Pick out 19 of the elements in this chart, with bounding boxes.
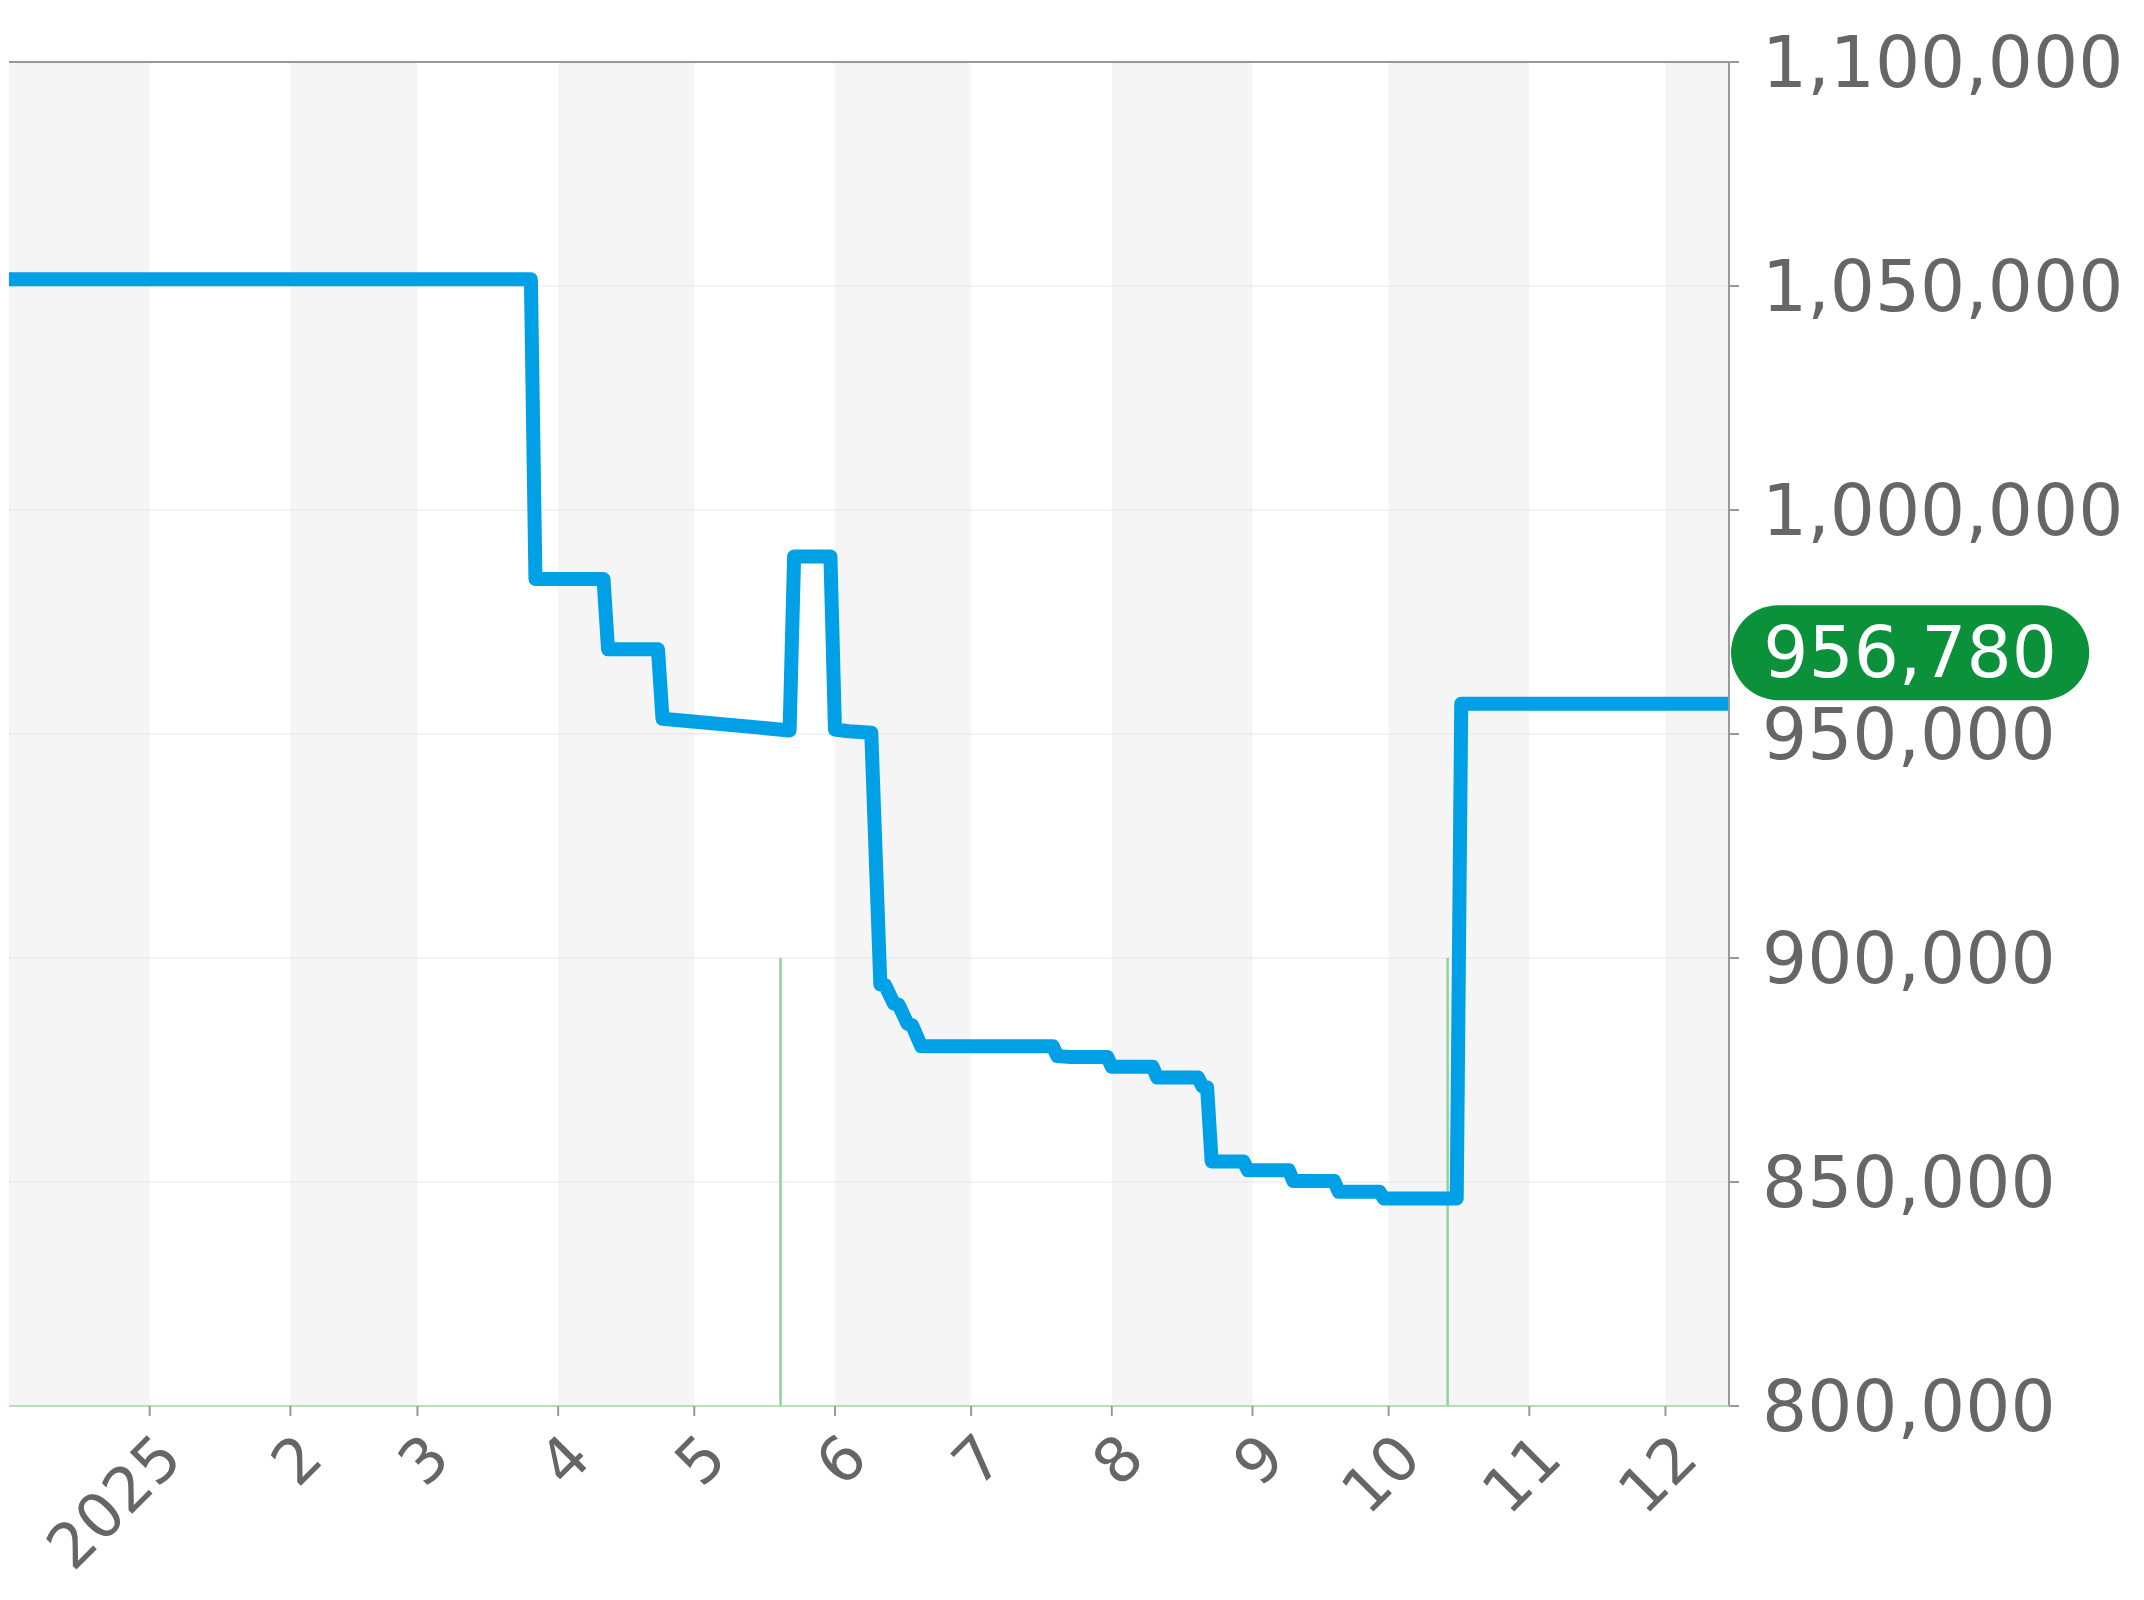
- y-tick-label: 900,000: [1762, 916, 2056, 1000]
- x-tick-label: 10: [1327, 1420, 1435, 1528]
- x-tick-label: 12: [1603, 1420, 1712, 1528]
- x-tick-label: 8: [1078, 1420, 1158, 1500]
- y-tick-label: 950,000: [1762, 692, 2056, 776]
- x-tick-label: 2: [256, 1420, 337, 1500]
- x-tick-label: 11: [1467, 1420, 1576, 1528]
- y-tick-label: 1,050,000: [1762, 244, 2124, 328]
- annotation: 956,780: [1763, 611, 2057, 695]
- y-tick-label: 850,000: [1762, 1140, 2056, 1224]
- x-tick-label: 7: [937, 1420, 1017, 1500]
- x-tick-label: 5: [660, 1420, 741, 1500]
- x-tick-label: 9: [1218, 1420, 1299, 1500]
- x-tick-label: 6: [801, 1420, 881, 1500]
- y-tick-label: 1,100,000: [1762, 20, 2124, 104]
- x-tick-label: 4: [524, 1420, 604, 1500]
- y-tick-label: 800,000: [1762, 1364, 2056, 1448]
- x-tick-label: 3: [383, 1420, 464, 1500]
- y-tick-label: 1,000,000: [1762, 468, 2124, 552]
